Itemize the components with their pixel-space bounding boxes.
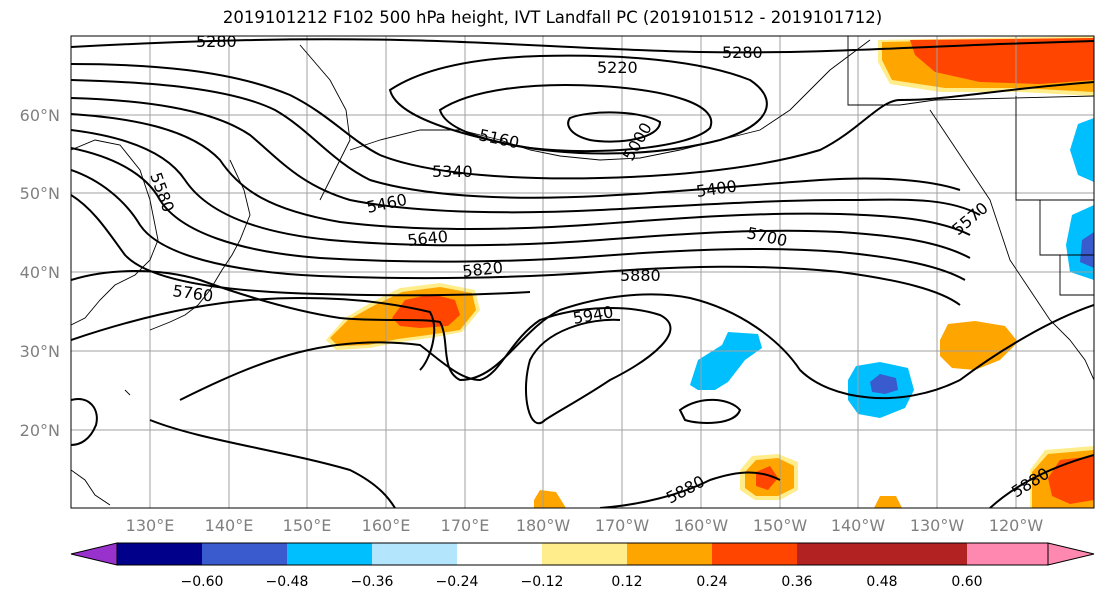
lat-label-20n: 20°N [20,421,60,440]
lon-label-160e: 160°E [362,516,411,535]
colorbar-extend-left [70,542,118,566]
graticule [71,36,1094,508]
lat-label-40n: 40°N [20,263,60,282]
colorbar-tick: −0.24 [436,574,479,590]
colorbar-tick: 0.60 [951,574,982,590]
colorbar-bin [882,543,967,565]
contour-label-5820: 5820 [461,258,503,281]
colorbar-ticks: −0.60 −0.48 −0.36 −0.24 −0.12 0.12 0.24 … [181,574,983,590]
colorbar-tick: 0.24 [696,574,727,590]
map-title: 2019101212 F102 500 hPa height, IVT Land… [222,8,883,27]
contour-label-5700: 5700 [745,223,789,250]
lon-label-180w: 180°W [516,516,571,535]
lat-label-30n: 30°N [20,342,60,361]
ivt-shading [326,36,1094,508]
lon-label-160w: 160°W [674,516,729,535]
map-frame [70,35,1095,509]
colorbar-bin [712,543,797,565]
colorbar-bin [967,543,1048,565]
contour-label-5580: 5580 [146,170,178,215]
lon-label-140e: 140°E [205,516,254,535]
lat-label-60n: 60°N [20,106,60,125]
contour-label-5160: 5160 [477,125,521,152]
colorbar-tick: 0.36 [781,574,812,590]
contour-label-5280-e: 5280 [722,43,763,62]
lon-label-150w: 150°W [753,516,808,535]
lon-label-170w: 170°W [595,516,650,535]
contour-labels: 5280 5220 5280 5160 5000 5580 5340 5460 … [146,32,1052,508]
colorbar-tick: 0.48 [866,574,897,590]
latitude-labels: 60°N 50°N 40°N 30°N 20°N [20,106,60,440]
map-area: 5280 5220 5280 5160 5000 5580 5340 5460 … [71,32,1094,508]
lon-label-170e: 170°E [441,516,490,535]
colorbar-tick: −0.36 [351,574,394,590]
colorbar-tick: −0.48 [266,574,309,590]
colorbar-tick: −0.60 [181,574,224,590]
colorbar: −0.60 −0.48 −0.36 −0.24 −0.12 0.12 0.24 … [70,542,1095,590]
lon-label-120w: 120°W [989,516,1044,535]
lon-label-150e: 150°E [283,516,332,535]
lat-label-50n: 50°N [20,184,60,203]
colorbar-frame [116,542,1049,566]
colorbar-bin [542,543,627,565]
colorbar-bin [117,543,202,565]
colorbar-tick: 0.12 [611,574,642,590]
colorbar-extend-right [1047,542,1095,566]
contour-label-5880-n: 5880 [620,266,661,285]
colorbar-bin [797,543,882,565]
height-contours [71,38,1094,508]
coastlines [71,36,1094,506]
contour-label-5340: 5340 [432,162,473,181]
contour-label-5940: 5940 [571,302,614,328]
colorbar-bin [372,543,457,565]
lon-label-140w: 140°W [831,516,886,535]
contour-label-5280-w: 5280 [196,32,237,51]
longitude-labels: 130°E 140°E 150°E 160°E 170°E 180°W 170°… [126,516,1044,535]
colorbar-bin [287,543,372,565]
lon-label-130e: 130°E [126,516,175,535]
contour-label-5460: 5460 [365,190,409,217]
colorbar-bin [457,543,542,565]
contour-label-5640: 5640 [406,227,448,250]
colorbar-tick: −0.12 [521,574,564,590]
lon-label-130w: 130°W [910,516,965,535]
colorbar-bin [202,543,287,565]
contour-label-5220: 5220 [597,58,638,77]
colorbar-bin [627,543,712,565]
